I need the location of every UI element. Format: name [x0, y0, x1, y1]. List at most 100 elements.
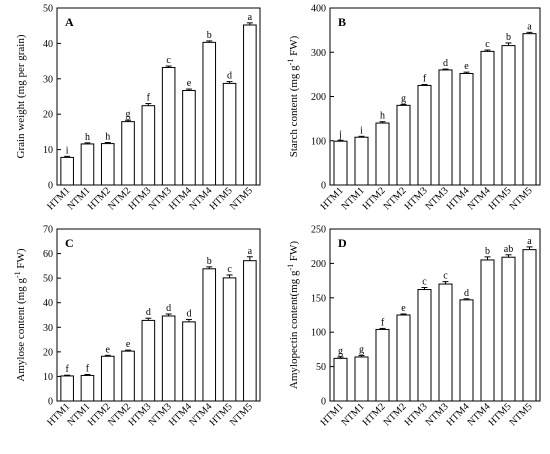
- significance-letter: d: [443, 58, 448, 69]
- significance-letter: c: [227, 264, 232, 275]
- y-tick-label: 50: [43, 274, 53, 285]
- significance-letter: h: [105, 132, 110, 143]
- bar-htm2: [100, 355, 115, 402]
- y-tick-label: 30: [43, 323, 53, 334]
- bar-ntm1: [354, 356, 369, 402]
- x-tick-label: HTM5: [487, 401, 514, 428]
- y-tick-label: 200: [311, 92, 326, 103]
- x-tick-label: NTM4: [466, 401, 493, 428]
- bar-ntm5: [243, 24, 257, 186]
- x-tick-label: NTM5: [228, 401, 255, 428]
- significance-letter: i: [360, 125, 363, 136]
- y-tick-label: 100: [311, 136, 326, 147]
- bar-ntm4: [480, 259, 495, 402]
- significance-letter: f: [147, 93, 151, 104]
- y-tick-label: 10: [43, 372, 53, 383]
- bar-htm3: [417, 289, 432, 402]
- panel-label: A: [65, 15, 74, 29]
- bar-ntm1: [80, 143, 95, 186]
- axes-frame: [56, 228, 261, 402]
- significance-letter: e: [187, 78, 192, 89]
- significance-letter: a: [527, 236, 532, 247]
- significance-letter: d: [227, 71, 232, 82]
- x-tick-label: HTM4: [445, 185, 472, 212]
- bar-ntm5: [243, 260, 257, 402]
- significance-letter: f: [381, 317, 385, 328]
- bar-ntm2: [121, 350, 135, 402]
- panel-label: B: [338, 15, 346, 29]
- significance-letter: e: [401, 303, 406, 314]
- significance-letter: ab: [504, 244, 513, 255]
- y-axis-label: Grain weight (mg per grain): [15, 34, 27, 158]
- significance-letter: c: [443, 271, 448, 282]
- axes-frame: [329, 228, 541, 402]
- significance-letter: b: [207, 256, 212, 267]
- significance-letter: e: [126, 339, 131, 350]
- y-tick-label: 20: [43, 110, 53, 121]
- panel-label: C: [65, 236, 74, 250]
- axes-frame: [56, 7, 261, 186]
- significance-letter: g: [126, 109, 131, 120]
- significance-letter: c: [485, 39, 490, 50]
- bar-htm2: [100, 143, 115, 186]
- bar-htm1: [333, 357, 348, 402]
- bar-htm3: [141, 105, 156, 186]
- bar-ntm2: [396, 314, 411, 402]
- bar-ntm2: [396, 104, 411, 186]
- y-tick-label: 0: [321, 397, 326, 408]
- x-tick-label: NTM3: [424, 401, 451, 428]
- bar-htm4: [459, 72, 474, 186]
- x-tick-label: NTM1: [340, 185, 367, 212]
- y-axis-label: Amylopectin content(mg g-1 FW): [286, 241, 300, 389]
- y-tick-label: 20: [43, 347, 53, 358]
- x-tick-label: NTM4: [466, 185, 493, 212]
- bar-ntm4: [480, 50, 495, 186]
- y-tick-label: 0: [321, 181, 326, 192]
- bar-ntm4: [202, 41, 217, 186]
- bar-ntm3: [438, 69, 453, 186]
- significance-letter: b: [506, 32, 511, 43]
- y-tick-label: 50: [43, 4, 53, 15]
- x-tick-label: NTM5: [508, 185, 535, 212]
- significance-letter: d: [464, 288, 469, 299]
- x-tick-label: HTM3: [403, 401, 430, 428]
- y-tick-label: 10: [43, 145, 53, 156]
- y-tick-label: 300: [311, 48, 326, 59]
- bar-htm5: [222, 277, 237, 402]
- x-tick-label: HTM2: [361, 401, 388, 428]
- y-axis-label: Amylose content (mg g-1 FW): [13, 248, 27, 382]
- x-tick-label: HTM2: [361, 185, 388, 212]
- significance-letter: a: [248, 12, 253, 23]
- significance-letter: g: [401, 93, 406, 104]
- bar-ntm3: [161, 66, 176, 186]
- y-tick-label: 150: [311, 293, 326, 304]
- y-tick-label: 250: [311, 225, 326, 236]
- y-tick-label: 0: [48, 397, 53, 408]
- x-tick-label: NTM1: [340, 401, 367, 428]
- x-tick-label: NTM2: [382, 401, 409, 428]
- significance-letter: h: [85, 132, 90, 143]
- x-tick-label: HTM5: [487, 185, 514, 212]
- bar-ntm4: [202, 268, 217, 402]
- y-tick-label: 100: [311, 328, 326, 339]
- x-tick-label: NTM5: [508, 401, 535, 428]
- y-tick-label: 60: [43, 249, 53, 260]
- panel-a: 01020304050iHTM1hNTM1hHTM2gNTM2fHTM3cNTM…: [15, 4, 261, 212]
- bar-ntm5: [522, 249, 537, 402]
- y-tick-label: 40: [43, 298, 53, 309]
- significance-letter: c: [422, 276, 427, 287]
- bar-htm5: [222, 82, 237, 186]
- significance-letter: j: [338, 129, 342, 140]
- significance-letter: g: [359, 345, 364, 356]
- x-tick-label: HTM3: [403, 185, 430, 212]
- x-tick-label: NTM5: [228, 185, 255, 212]
- y-tick-label: 70: [43, 225, 53, 236]
- significance-letter: f: [86, 363, 90, 374]
- significance-letter: d: [146, 307, 151, 318]
- bar-htm1: [60, 156, 74, 186]
- bar-ntm1: [80, 374, 95, 402]
- bar-htm1: [60, 375, 74, 402]
- panel-label: D: [338, 236, 347, 250]
- bar-htm4: [182, 89, 196, 186]
